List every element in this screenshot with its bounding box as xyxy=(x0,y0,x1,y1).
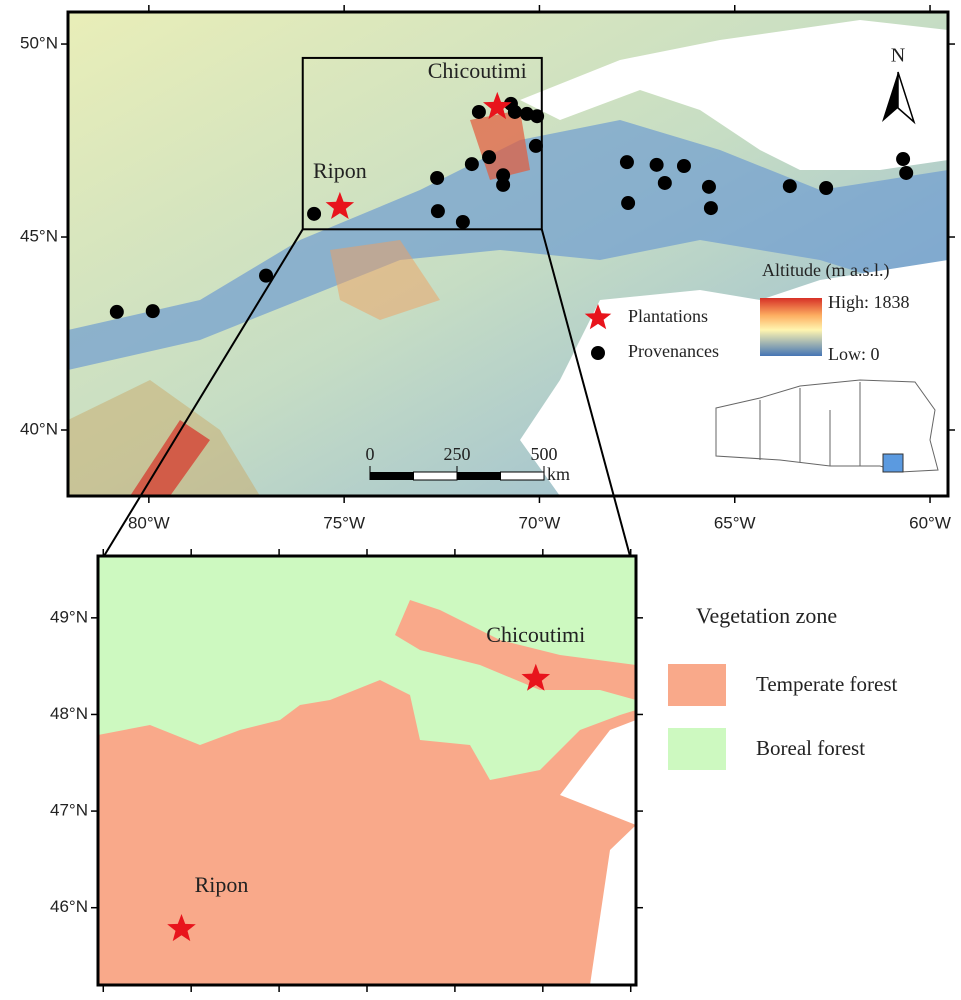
x-tick-label: 70°W xyxy=(519,513,561,532)
x-tick-label: 75°W xyxy=(323,513,365,532)
plantation xyxy=(483,91,512,120)
north-arrow xyxy=(882,72,898,122)
provenance xyxy=(455,214,470,229)
altitude-high: High: 1838 xyxy=(828,292,910,312)
zone-swatch xyxy=(668,728,726,770)
provenance xyxy=(701,179,716,194)
provenance xyxy=(619,155,634,170)
altitude-low: Low: 0 xyxy=(828,344,880,364)
x-tick-label: 65°W xyxy=(714,513,756,532)
scale-segment xyxy=(500,471,545,481)
connector xyxy=(540,229,631,557)
y-tick-label: 46°N xyxy=(50,897,88,916)
zone-swatch xyxy=(668,664,726,706)
zone-label: Boreal forest xyxy=(756,736,865,760)
provenance xyxy=(430,204,445,219)
plantation xyxy=(167,914,196,942)
zone-legend-title: Vegetation zone xyxy=(696,603,837,628)
provenance xyxy=(496,177,511,192)
scale-label: 500 xyxy=(531,444,558,464)
scale-label: 0 xyxy=(366,444,375,464)
provenance xyxy=(703,201,718,216)
provenance xyxy=(259,268,274,283)
vegetation xyxy=(98,556,636,985)
map-frame xyxy=(66,10,950,498)
terrain xyxy=(68,12,948,496)
provenance xyxy=(145,304,160,319)
scale-segment xyxy=(413,471,458,481)
x-tick-label: 60°W xyxy=(909,513,951,532)
provenance xyxy=(430,170,445,185)
provenance xyxy=(819,181,834,195)
scale-segment xyxy=(457,472,501,480)
y-tick-label: 50°N xyxy=(20,34,58,53)
x-tick-label: 80°W xyxy=(128,513,170,532)
provenance xyxy=(496,168,511,183)
altitude-ramp xyxy=(760,298,822,356)
plantation-label: Chicoutimi xyxy=(486,622,585,647)
plantation-label: Chicoutimi xyxy=(428,58,527,83)
north-arrow xyxy=(897,71,916,125)
provenance xyxy=(649,157,664,172)
plantation-label: Ripon xyxy=(313,158,367,183)
plantation xyxy=(325,191,355,219)
provenance xyxy=(899,165,914,180)
legend-label: Plantations xyxy=(628,306,708,326)
provenance xyxy=(657,175,672,190)
connector xyxy=(103,228,304,557)
provenance xyxy=(109,304,124,319)
scale-unit: km xyxy=(547,464,570,484)
y-tick-label: 40°N xyxy=(20,419,58,438)
provenance xyxy=(482,150,497,165)
legend-label: Provenances xyxy=(628,341,719,361)
scale-segment xyxy=(370,472,414,480)
provenance xyxy=(528,138,543,153)
locator-map xyxy=(715,379,939,473)
plantation xyxy=(521,663,551,691)
provenance xyxy=(676,159,691,173)
provenance xyxy=(782,179,797,194)
altitude-title: Altitude (m a.s.l.) xyxy=(762,260,889,281)
legend-star xyxy=(584,304,612,330)
north-label: N xyxy=(891,45,905,67)
provenance xyxy=(896,152,911,167)
zone-label: Temperate forest xyxy=(756,672,898,696)
provenance xyxy=(307,206,322,221)
provenance xyxy=(530,109,545,124)
scale-label: 250 xyxy=(444,444,471,464)
provenance xyxy=(464,157,479,172)
y-tick-label: 48°N xyxy=(50,704,88,723)
plantation-label: Ripon xyxy=(195,872,249,897)
provenance xyxy=(621,196,636,211)
provenance xyxy=(471,104,486,119)
y-tick-label: 45°N xyxy=(20,227,58,246)
y-tick-label: 47°N xyxy=(50,801,88,820)
y-tick-label: 49°N xyxy=(50,607,88,626)
legend-dot xyxy=(591,346,605,360)
provenance xyxy=(507,104,522,119)
